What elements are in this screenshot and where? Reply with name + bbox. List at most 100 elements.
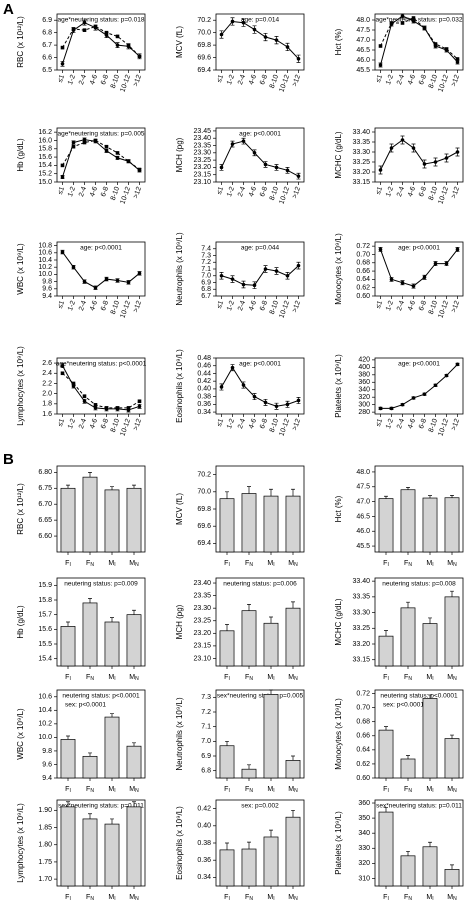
y-axis-label: MCHC (g/dL) [334,131,343,178]
x-tick-label: FN [86,560,94,568]
bar [285,495,301,553]
x-tick-label: >12 [132,186,143,200]
y-tick-label: 9.8 [42,278,52,285]
marker [230,365,235,370]
y-tick-label: 15.6 [38,626,52,633]
y-tick-label: 69.6 [197,523,211,530]
marker [82,20,87,25]
x-tick-label: 6-8 [418,74,428,86]
marker [60,61,65,66]
x-tick-label: 8-10 [269,300,280,316]
x-tick-label: 2-4 [237,186,247,198]
plot-frame [56,127,146,183]
y-tick-label: 16.2 [38,129,52,136]
plot-frame [56,689,146,779]
bar [285,760,301,779]
marker [230,142,235,146]
marker [219,385,224,389]
bar [219,630,235,667]
y-tick-label: 9.4 [42,293,52,300]
y-tick-label: 7.4 [201,246,211,253]
x-tick-label: 8-10 [269,74,280,90]
y-tick-label: 0.38 [197,393,211,400]
marker [60,45,65,50]
y-tick-label: 0.66 [356,268,370,275]
x-tick-label: 10-12 [119,186,132,205]
y-tick-label: 10.6 [38,250,52,257]
x-tick-label: 1-2 [385,300,395,312]
bar [285,607,301,667]
x-tick-label: 8-10 [428,186,439,202]
y-tick-label: 15.0 [38,179,52,186]
x-tick-label: MI [108,560,115,568]
y-axis-label: Monocytes (x 10⁹/L) [334,698,343,770]
y-tick-label: 7.2 [201,709,211,716]
y-tick-label: 1.6 [42,411,52,418]
marker [82,279,87,284]
y-tick-label: 10.2 [38,721,52,728]
y-tick-label: 6.65 [38,517,52,524]
x-tick-label: 8-10 [110,74,121,90]
y-tick-label: 0.42 [197,378,211,385]
marker [433,42,438,46]
marker [389,277,394,282]
plot-frame [374,357,464,415]
y-axis-label: Eosinophils (x 10⁹/L) [175,806,184,880]
marker [444,47,449,51]
marker [378,44,383,48]
x-tick-label: 4-6 [89,300,99,312]
panel-label: B [3,451,14,468]
marker [71,144,76,149]
x-tick-label: FI [224,560,230,568]
bar [422,623,438,667]
y-tick-label: 15.7 [38,612,52,619]
y-tick-label: 0.62 [356,285,370,292]
y-tick-label: 0.70 [356,251,370,258]
y-axis-label: Platelets (x 10⁹/L) [334,354,343,418]
x-tick-label: 8-10 [428,74,439,90]
annotation: age: p=0.014 [241,17,280,24]
y-tick-label: 46.0 [356,528,370,535]
marker [444,261,449,266]
x-tick-label: MI [426,674,433,682]
y-tick-label: 320 [358,860,370,867]
x-tick-label: 2-4 [396,74,406,86]
y-tick-label: 33.35 [352,139,370,146]
y-tick-label: 0.62 [356,761,370,768]
y-tick-label: 0.68 [356,260,370,267]
y-tick-label: 320 [358,394,370,401]
y-tick-label: 23.25 [193,618,211,625]
marker [137,167,142,172]
y-tick-label: 70.0 [197,30,211,37]
bar [104,823,120,887]
x-tick-label: MN [288,786,298,794]
y-tick-label: 23.45 [193,128,211,135]
marker [82,394,87,398]
bar [104,489,120,553]
y-tick-label: 340 [358,830,370,837]
bar [263,836,279,887]
marker [400,14,405,18]
x-tick-label: 2-4 [78,300,88,312]
y-axis-label: Neutrophils (x 10⁹/L) [175,232,184,306]
x-tick-label: 1-2 [226,186,236,198]
x-tick-label: >12 [291,418,302,432]
y-tick-label: 23.35 [193,592,211,599]
series-line [221,366,299,407]
marker [60,250,65,254]
x-tick-label: MI [108,894,115,902]
series-line [380,17,458,60]
y-tick-label: 2.6 [42,360,52,367]
y-tick-label: 15.4 [38,162,52,169]
y-tick-label: 33.40 [352,129,370,136]
y-tick-label: 0.46 [197,363,211,370]
series-line [380,249,458,287]
annotation: neutering status: p<0.0001 [380,693,458,700]
plot-frame [215,577,305,667]
marker [71,140,76,145]
annotation: neutering status: p<0.0001 [62,693,140,700]
marker [411,146,416,150]
marker [71,27,76,31]
x-tick-label: >12 [291,186,302,200]
marker [241,383,246,387]
